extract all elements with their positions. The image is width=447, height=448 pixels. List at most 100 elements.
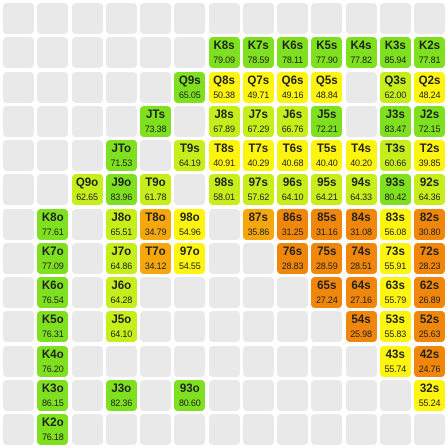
empty-cell[interactable] — [379, 414, 411, 445]
hand-cell-q5s[interactable]: Q5s 48.84 — [311, 71, 343, 103]
empty-cell[interactable] — [71, 277, 103, 308]
hand-cell-jts[interactable]: JTs 73.38 — [140, 105, 171, 137]
hand-cell-74s[interactable]: 74s 28.51 — [345, 242, 377, 274]
empty-cell[interactable] — [208, 242, 240, 274]
hand-cell-j7o[interactable]: J7o 64.86 — [105, 242, 137, 274]
empty-cell[interactable] — [140, 379, 171, 411]
hand-cell-q2s[interactable]: Q2s 48.24 — [414, 71, 445, 103]
empty-cell[interactable] — [3, 208, 34, 240]
empty-cell[interactable] — [242, 345, 274, 377]
hand-cell-t8s[interactable]: T8s 40.91 — [208, 140, 240, 171]
empty-cell[interactable] — [37, 140, 69, 171]
hand-cell-q9o[interactable]: Q9o 62.65 — [71, 174, 103, 206]
hand-cell-85s[interactable]: 85s 31.16 — [311, 208, 343, 240]
empty-cell[interactable] — [174, 37, 206, 69]
hand-cell-k4s[interactable]: K4s 77.82 — [345, 37, 377, 69]
hand-cell-53s[interactable]: 53s 55.83 — [379, 311, 411, 343]
empty-cell[interactable] — [174, 3, 206, 34]
hand-cell-83s[interactable]: 83s 56.08 — [379, 208, 411, 240]
hand-cell-j3s[interactable]: J3s 83.47 — [379, 105, 411, 137]
hand-cell-86s[interactable]: 86s 31.25 — [277, 208, 308, 240]
empty-cell[interactable] — [140, 277, 171, 308]
empty-cell[interactable] — [174, 105, 206, 137]
empty-cell[interactable] — [105, 37, 137, 69]
hand-cell-t9o[interactable]: T9o 61.78 — [140, 174, 171, 206]
empty-cell[interactable] — [208, 414, 240, 445]
hand-cell-84s[interactable]: 84s 31.08 — [345, 208, 377, 240]
empty-cell[interactable] — [3, 414, 34, 445]
hand-cell-52s[interactable]: 52s 25.63 — [414, 311, 445, 343]
hand-cell-q3s[interactable]: Q3s 62.00 — [379, 71, 411, 103]
empty-cell[interactable] — [3, 140, 34, 171]
empty-cell[interactable] — [71, 37, 103, 69]
hand-cell-94s[interactable]: 94s 64.33 — [345, 174, 377, 206]
hand-cell-98s[interactable]: 98s 58.01 — [208, 174, 240, 206]
hand-cell-j8o[interactable]: J8o 65.51 — [105, 208, 137, 240]
hand-cell-j5o[interactable]: J5o 64.10 — [105, 311, 137, 343]
hand-cell-92s[interactable]: 92s 64.36 — [414, 174, 445, 206]
empty-cell[interactable] — [71, 140, 103, 171]
empty-cell[interactable] — [208, 345, 240, 377]
hand-cell-k2s[interactable]: K2s 77.81 — [414, 37, 445, 69]
empty-cell[interactable] — [277, 277, 308, 308]
hand-cell-t8o[interactable]: T8o 34.79 — [140, 208, 171, 240]
hand-cell-96s[interactable]: 96s 64.10 — [277, 174, 308, 206]
hand-cell-87s[interactable]: 87s 35.86 — [242, 208, 274, 240]
empty-cell[interactable] — [3, 311, 34, 343]
empty-cell[interactable] — [242, 414, 274, 445]
empty-cell[interactable] — [105, 71, 137, 103]
empty-cell[interactable] — [311, 345, 343, 377]
empty-cell[interactable] — [277, 3, 308, 34]
hand-cell-k3s[interactable]: K3s 85.94 — [379, 37, 411, 69]
empty-cell[interactable] — [3, 105, 34, 137]
empty-cell[interactable] — [208, 311, 240, 343]
hand-cell-k5o[interactable]: K5o 76.31 — [37, 311, 69, 343]
empty-cell[interactable] — [3, 174, 34, 206]
hand-cell-63s[interactable]: 63s 55.79 — [379, 277, 411, 308]
hand-cell-j9o[interactable]: J9o 83.96 — [105, 174, 137, 206]
empty-cell[interactable] — [242, 3, 274, 34]
empty-cell[interactable] — [37, 3, 69, 34]
empty-cell[interactable] — [3, 242, 34, 274]
hand-cell-j6o[interactable]: J6o 64.28 — [105, 277, 137, 308]
hand-cell-t7s[interactable]: T7s 40.29 — [242, 140, 274, 171]
empty-cell[interactable] — [140, 140, 171, 171]
empty-cell[interactable] — [105, 345, 137, 377]
hand-cell-j6s[interactable]: J6s 66.76 — [277, 105, 308, 137]
empty-cell[interactable] — [174, 345, 206, 377]
empty-cell[interactable] — [3, 71, 34, 103]
hand-cell-jto[interactable]: JTo 71.53 — [105, 140, 137, 171]
hand-cell-93o[interactable]: 93o 80.60 — [174, 379, 206, 411]
empty-cell[interactable] — [208, 208, 240, 240]
hand-cell-32s[interactable]: 32s 55.24 — [414, 379, 445, 411]
hand-cell-j8s[interactable]: J8s 67.89 — [208, 105, 240, 137]
empty-cell[interactable] — [345, 414, 377, 445]
hand-cell-43s[interactable]: 43s 55.74 — [379, 345, 411, 377]
empty-cell[interactable] — [140, 311, 171, 343]
hand-cell-t3s[interactable]: T3s 60.66 — [379, 140, 411, 171]
empty-cell[interactable] — [37, 71, 69, 103]
hand-cell-42s[interactable]: 42s 24.76 — [414, 345, 445, 377]
empty-cell[interactable] — [311, 379, 343, 411]
hand-cell-65s[interactable]: 65s 27.24 — [311, 277, 343, 308]
hand-cell-k6s[interactable]: K6s 78.11 — [277, 37, 308, 69]
empty-cell[interactable] — [71, 105, 103, 137]
empty-cell[interactable] — [71, 208, 103, 240]
empty-cell[interactable] — [71, 71, 103, 103]
hand-cell-k8o[interactable]: K8o 77.61 — [37, 208, 69, 240]
empty-cell[interactable] — [71, 345, 103, 377]
hand-cell-k7s[interactable]: K7s 78.59 — [242, 37, 274, 69]
empty-cell[interactable] — [414, 414, 445, 445]
empty-cell[interactable] — [140, 71, 171, 103]
empty-cell[interactable] — [345, 105, 377, 137]
hand-cell-72s[interactable]: 72s 28.23 — [414, 242, 445, 274]
hand-cell-98o[interactable]: 98o 54.96 — [174, 208, 206, 240]
hand-cell-q8s[interactable]: Q8s 50.38 — [208, 71, 240, 103]
empty-cell[interactable] — [3, 37, 34, 69]
hand-cell-75s[interactable]: 75s 28.59 — [311, 242, 343, 274]
empty-cell[interactable] — [174, 174, 206, 206]
hand-cell-76s[interactable]: 76s 28.83 — [277, 242, 308, 274]
hand-cell-t5s[interactable]: T5s 40.40 — [311, 140, 343, 171]
hand-cell-q9s[interactable]: Q9s 65.05 — [174, 71, 206, 103]
empty-cell[interactable] — [3, 277, 34, 308]
